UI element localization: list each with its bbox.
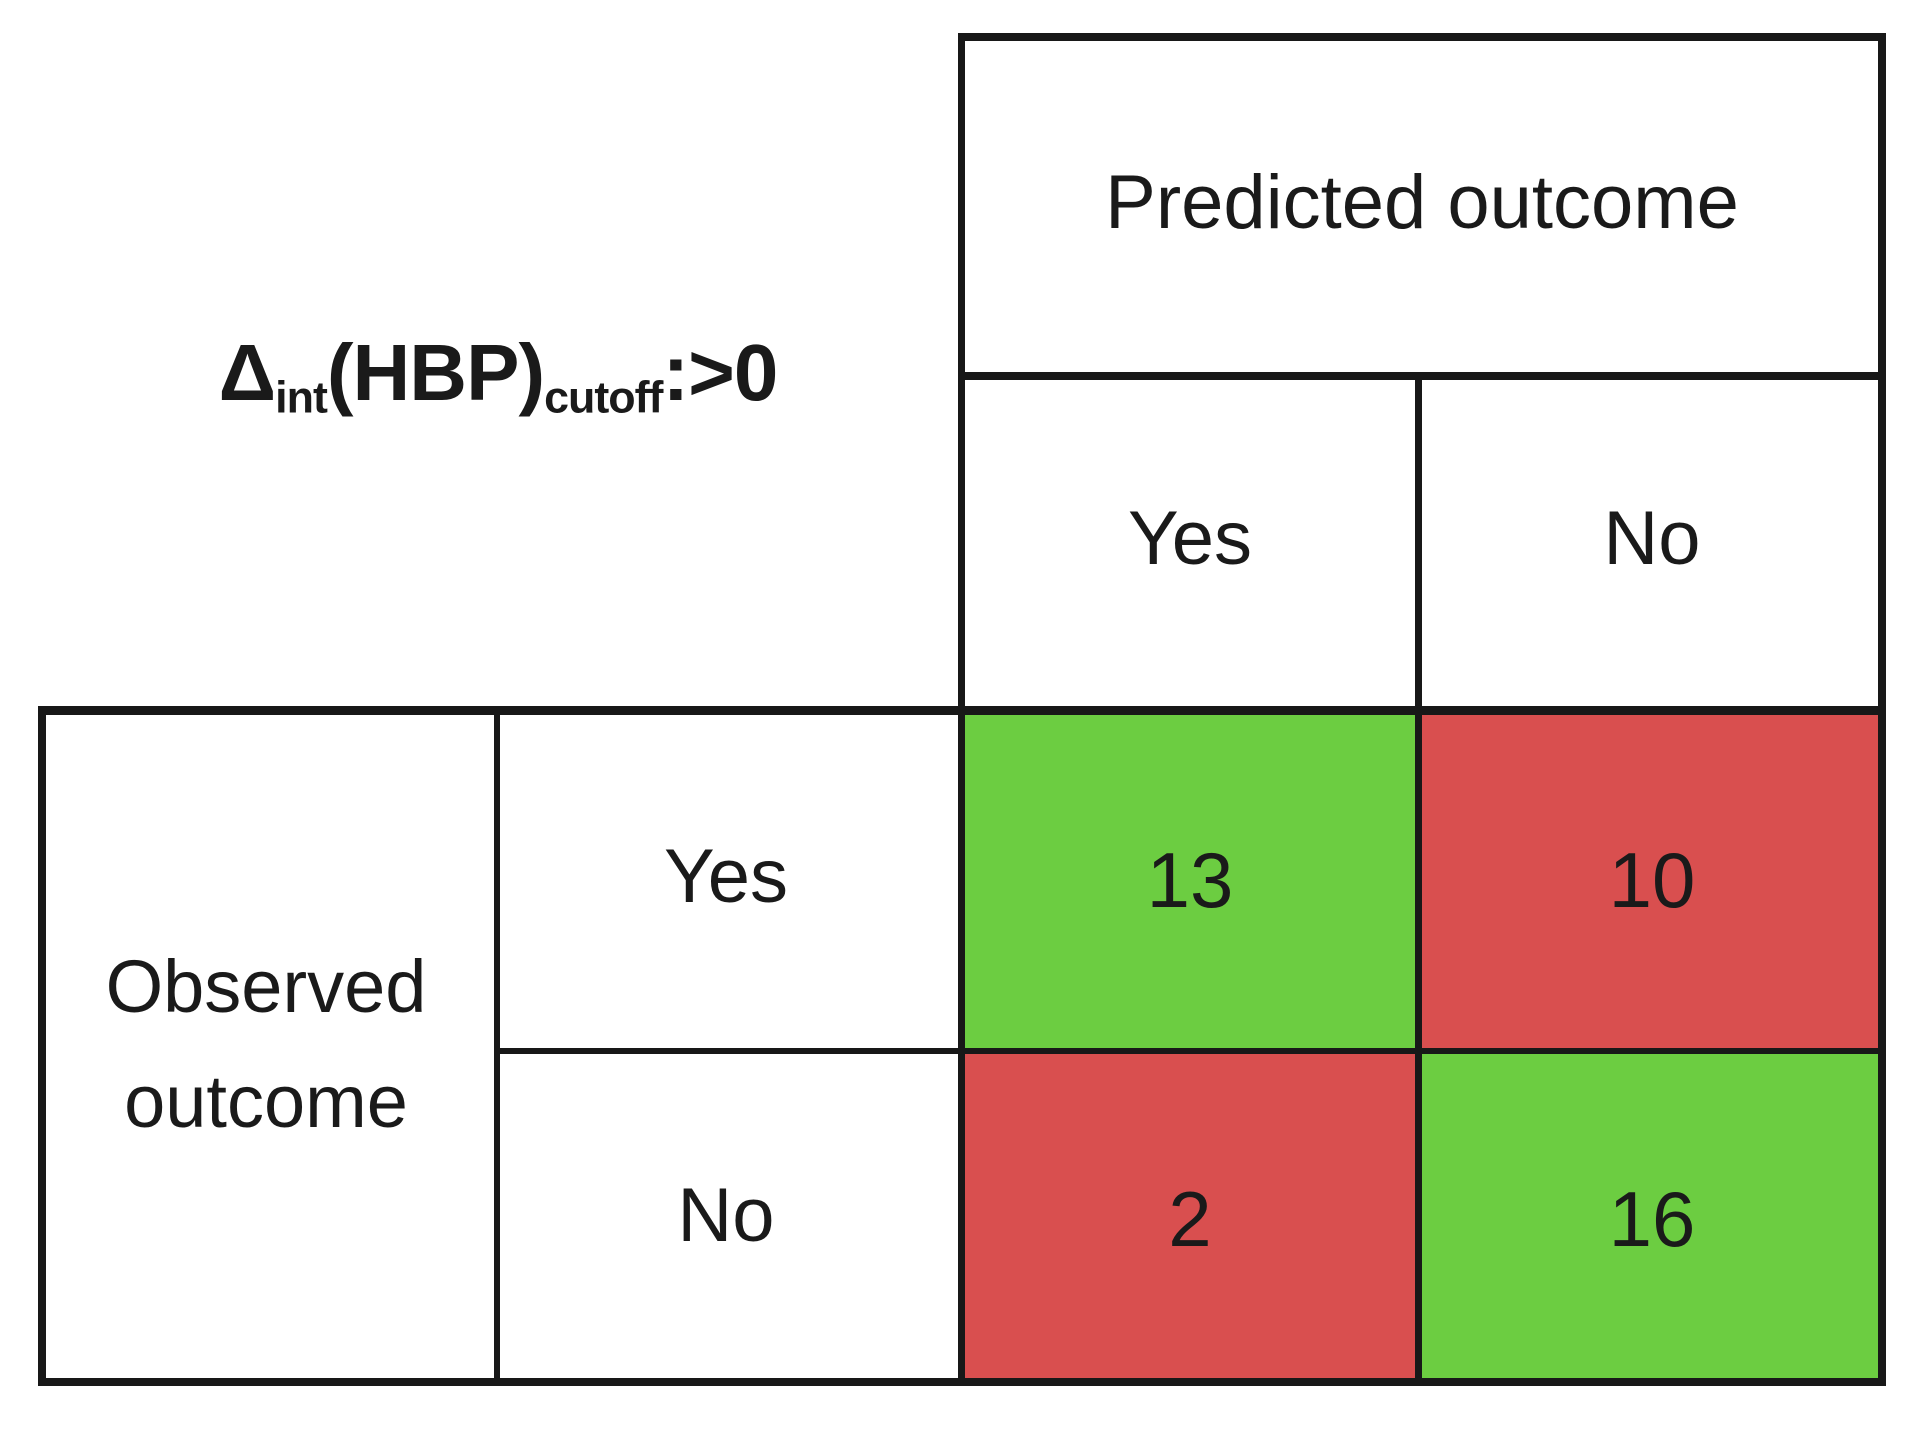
- observed-label-line2: outcome: [124, 1060, 408, 1143]
- predicted-outcome-label: Predicted outcome: [1105, 159, 1739, 245]
- observed-yes-text: Yes: [664, 834, 788, 920]
- predicted-outcome-header: Predicted outcome: [958, 33, 1886, 372]
- observed-yes-label: Yes: [494, 706, 958, 1048]
- predicted-top-border: [958, 33, 1886, 41]
- yes-no-column-divider: [1415, 372, 1422, 1386]
- table-left-border: [38, 706, 46, 1386]
- observed-no-label: No: [494, 1048, 958, 1384]
- predicted-yes-label: Yes: [1128, 496, 1252, 582]
- cell-value: 10: [1608, 835, 1696, 924]
- delta-symbol: Δ: [218, 327, 276, 417]
- cell-value: 13: [1146, 835, 1234, 924]
- predicted-no-label: No: [1603, 496, 1701, 582]
- table-bottom-border: [38, 1378, 1886, 1386]
- observed-outcome-header: Observed outcome: [38, 706, 494, 1384]
- observed-divider-line: [494, 706, 500, 1386]
- subscript-cutoff: cutoff: [544, 372, 663, 423]
- observed-label-line1: Observed: [105, 945, 427, 1029]
- subscript-int: int: [275, 372, 328, 423]
- row-divider-line: [494, 1048, 1886, 1054]
- cell-observed-yes-predicted-yes: 13: [958, 706, 1422, 1054]
- body-top-border: [38, 706, 1886, 715]
- predicted-no-header: No: [1422, 372, 1882, 706]
- cell-value: 16: [1608, 1174, 1696, 1263]
- predicted-header-divider: [958, 372, 1886, 380]
- cell-value: 2: [1168, 1174, 1212, 1263]
- threshold-text: :>0: [662, 327, 778, 417]
- predicted-yes-header: Yes: [958, 372, 1422, 706]
- cell-observed-no-predicted-no: 16: [1422, 1054, 1882, 1384]
- observed-no-text: No: [677, 1173, 775, 1259]
- hbp-text: (HBP): [326, 327, 545, 417]
- figure-title: Δint(HBP)cutoff:>0: [38, 290, 958, 460]
- cell-observed-yes-predicted-no: 10: [1422, 706, 1882, 1054]
- cell-observed-no-predicted-yes: 2: [958, 1054, 1422, 1384]
